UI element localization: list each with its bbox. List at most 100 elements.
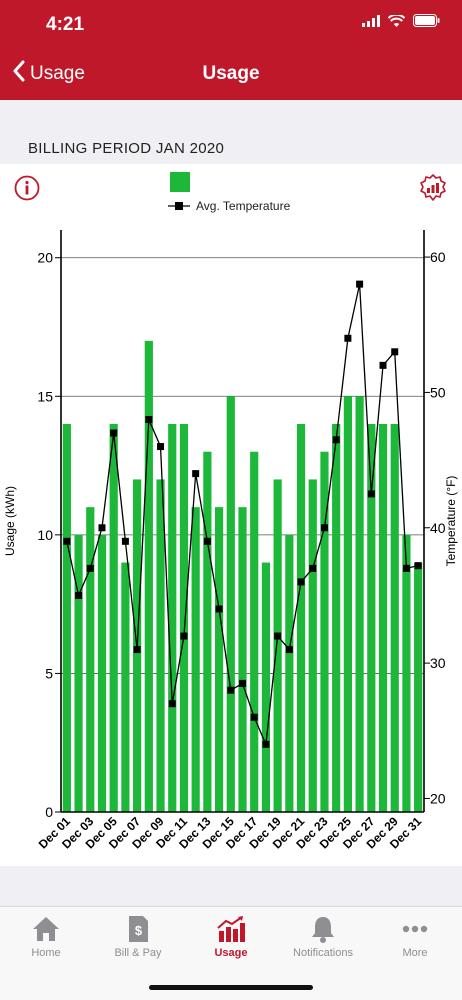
usage-bar [156, 479, 165, 812]
status-icons [362, 13, 440, 32]
temperature-point [75, 591, 83, 599]
usage-bar [285, 534, 294, 812]
legend-usage-swatch [170, 172, 190, 192]
tab-home-label: Home [31, 947, 61, 959]
legend-temp-label: Avg. Temperature [196, 199, 291, 213]
temperature-point [367, 490, 375, 498]
usage-bar [332, 424, 341, 812]
tab-bar: Home $ Bill & Pay Usage Notifications Mo… [0, 906, 462, 1000]
usage-bar [355, 396, 364, 812]
y-tick-label: 10 [37, 527, 53, 543]
y-tick-label: 20 [37, 250, 53, 266]
usage-bar [179, 424, 189, 812]
home-indicator [149, 985, 313, 990]
usage-bar [86, 507, 95, 812]
legend-temp-marker [168, 202, 190, 210]
y-tick-label: 5 [45, 665, 53, 681]
y2-tick-label: 60 [430, 249, 446, 265]
temperature-point [262, 740, 270, 748]
usage-bar [261, 562, 271, 812]
back-button[interactable]: Usage [12, 60, 85, 88]
temperature-point [203, 537, 211, 545]
page-title: Usage [202, 63, 260, 84]
tab-bill-pay-label: Bill & Pay [114, 947, 162, 959]
temperature-point [297, 578, 305, 586]
back-label: Usage [30, 63, 85, 84]
temperature-point [309, 564, 317, 572]
usage-bar [402, 534, 411, 812]
usage-bar [308, 479, 317, 812]
temperature-point [414, 562, 422, 570]
usage-bar [74, 534, 83, 812]
temperature-point [215, 605, 223, 613]
tab-more[interactable]: More [369, 915, 461, 959]
usage-bar [62, 424, 71, 812]
usage-bar [273, 479, 282, 812]
usage-bar [390, 424, 399, 812]
temperature-point [157, 443, 165, 451]
bottom-spacer [0, 866, 462, 906]
usage-bar [109, 424, 118, 812]
usage-bar [238, 507, 247, 812]
temperature-point [250, 713, 258, 721]
usage-bar [378, 424, 388, 812]
y2-axis-title: Temperature (°F) [444, 476, 458, 567]
temperature-point [344, 334, 352, 342]
usage-bar [414, 562, 423, 812]
usage-bar [144, 340, 153, 812]
usage-bar [343, 396, 352, 812]
y2-tick-label: 30 [430, 655, 446, 671]
temperature-point [391, 348, 399, 356]
info-icon[interactable] [14, 175, 40, 201]
usage-bar [121, 562, 130, 812]
svg-text:$: $ [135, 923, 143, 938]
temperature-point [133, 646, 141, 654]
temperature-point [110, 429, 118, 437]
temperature-point [320, 524, 328, 532]
y-tick-label: 0 [45, 804, 53, 820]
tab-notifications[interactable]: Notifications [277, 915, 369, 959]
temperature-point [86, 564, 94, 572]
billing-period-label: BILLING PERIOD JAN 2020 [28, 140, 225, 157]
wifi-icon [387, 13, 406, 32]
home-icon [33, 917, 59, 941]
usage-bar [214, 507, 224, 812]
battery-icon [413, 14, 440, 32]
tab-home[interactable]: Home [0, 915, 92, 959]
temperature-point [121, 537, 129, 545]
y-tick-label: 15 [37, 388, 53, 404]
usage-bar [203, 451, 212, 812]
temperature-point [379, 361, 387, 369]
temperature-point [402, 564, 410, 572]
temperature-point [356, 280, 364, 288]
usage-chart-icon [217, 916, 245, 942]
tab-usage[interactable]: Usage [185, 915, 277, 959]
temperature-point [332, 436, 340, 444]
temperature-point [285, 646, 293, 654]
usage-bar [168, 424, 177, 812]
usage-chart: 0 5 10 15 20 20 30 40 50 60 Usage (kWh) Temperature… [3, 230, 458, 851]
temperature-point [168, 700, 176, 708]
tab-more-label: More [402, 947, 428, 959]
usage-bar [226, 396, 235, 812]
temperature-point [145, 415, 153, 423]
usage-bar [97, 534, 107, 812]
usage-bar [320, 451, 329, 812]
y2-tick-label: 20 [430, 790, 446, 806]
temperature-point [239, 679, 246, 687]
temperature-point [180, 632, 188, 640]
usage-bar [367, 424, 376, 812]
billing-period-bar [0, 100, 462, 164]
temperature-point [192, 470, 200, 478]
more-icon [402, 925, 428, 933]
y2-tick-label: 40 [430, 520, 446, 536]
temperature-point [98, 524, 106, 532]
gear-chart-icon[interactable] [418, 173, 448, 203]
y-axis-title: Usage (kWh) [3, 486, 17, 556]
temperature-point [227, 686, 235, 694]
bill-icon: $ [129, 916, 148, 942]
legend-temperature: Avg. Temperature [168, 199, 290, 213]
tab-bill-pay[interactable]: $ Bill & Pay [92, 915, 184, 959]
usage-bar [191, 507, 200, 812]
status-time: 4:21 [46, 14, 85, 35]
